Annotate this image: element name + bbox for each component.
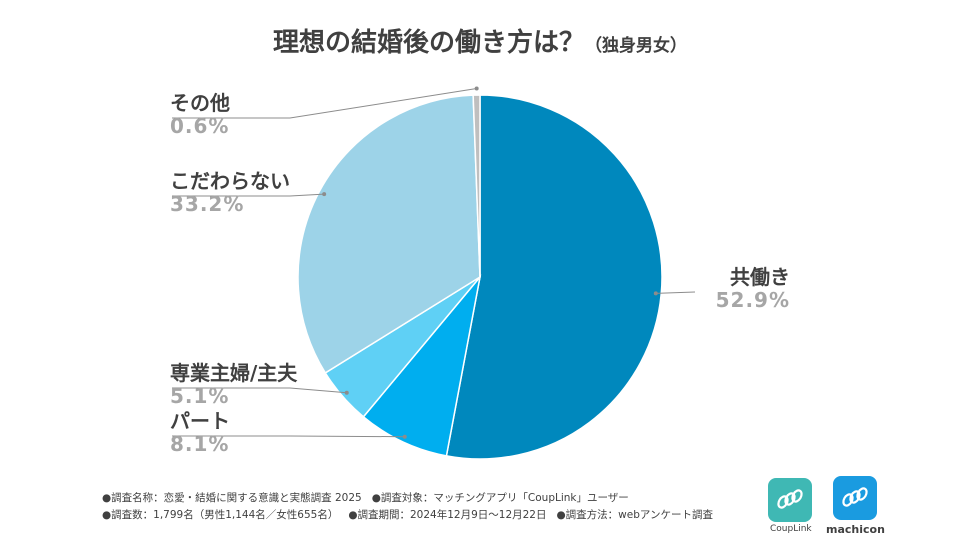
slice-name-0: 共働き — [730, 265, 790, 289]
couplink-logo — [768, 478, 812, 522]
pie-slice-1 — [362, 274, 482, 457]
pie-slice-3 — [297, 94, 481, 374]
footnote-line-1: ●調査名称：恋愛・結婚に関する意識と実態調査 2025 ●調査対象：マッチングア… — [102, 490, 713, 507]
slice-label-3: こだわらない 33.2% — [170, 170, 290, 216]
pie-slice-0 — [445, 94, 663, 460]
leader-dot-1 — [402, 434, 407, 439]
couplink-logo-text: CoupLink — [770, 524, 812, 534]
footnote-line-2: ●調査数：1,799名（男性1,144名／女性655名） ●調査期間：2024年… — [102, 507, 713, 524]
footnote-target: ●調査対象：マッチングアプリ「CoupLink」ユーザー — [371, 492, 629, 504]
chart-title-main: 理想の結婚後の働き方は？ — [272, 28, 585, 58]
chain-link-icon — [777, 489, 803, 509]
leader-line-3 — [172, 193, 325, 197]
slice-name-3: こだわらない — [170, 169, 290, 193]
footnote-period: ●調査期間：2024年12月9日～12月22日 — [348, 509, 547, 521]
slice-label-0: 共働き 52.9% — [690, 266, 790, 312]
slice-label-4: その他 0.6% — [170, 92, 230, 138]
chart-title: 理想の結婚後の働き方は？（独身男女） — [0, 22, 960, 59]
machicon-logo — [833, 476, 877, 520]
slice-pct-2: 5.1% — [170, 384, 230, 408]
slice-label-2: 専業主婦/主夫 5.1% — [170, 362, 297, 408]
footnote-method: ●調査方法：webアンケート調査 — [556, 509, 713, 521]
leader-line-0 — [655, 291, 696, 294]
slice-pct-0: 52.9% — [715, 288, 790, 312]
chart-subtitle: （独身男女） — [585, 36, 687, 56]
footnote-survey-name: ●調査名称：恋愛・結婚に関する意識と実態調査 2025 — [102, 492, 362, 504]
leader-line-2 — [172, 387, 347, 394]
leader-dot-4 — [474, 86, 479, 91]
footnote-count: ●調査数：1,799名（男性1,144名／女性655名） — [102, 509, 339, 521]
footnotes: ●調査名称：恋愛・結婚に関する意識と実態調査 2025 ●調査対象：マッチングア… — [102, 490, 713, 524]
leader-dot-3 — [322, 192, 327, 197]
slice-pct-1: 8.1% — [170, 432, 230, 456]
leader-dot-0 — [653, 291, 658, 296]
slice-pct-3: 33.2% — [170, 192, 245, 216]
leader-line-4 — [172, 87, 477, 119]
slice-name-4: その他 — [170, 91, 230, 115]
pie-slice-4 — [472, 94, 481, 278]
leader-dot-2 — [344, 390, 349, 395]
leader-line-1 — [172, 435, 405, 438]
slice-pct-4: 0.6% — [170, 114, 230, 138]
chain-link-icon — [842, 487, 868, 507]
slice-label-1: パート 8.1% — [170, 410, 230, 456]
slice-name-2: 専業主婦/主夫 — [170, 361, 298, 385]
machicon-logo-text: machicon — [826, 523, 885, 536]
slice-name-1: パート — [170, 409, 230, 433]
machicon-logo-name: machicon — [826, 523, 885, 536]
